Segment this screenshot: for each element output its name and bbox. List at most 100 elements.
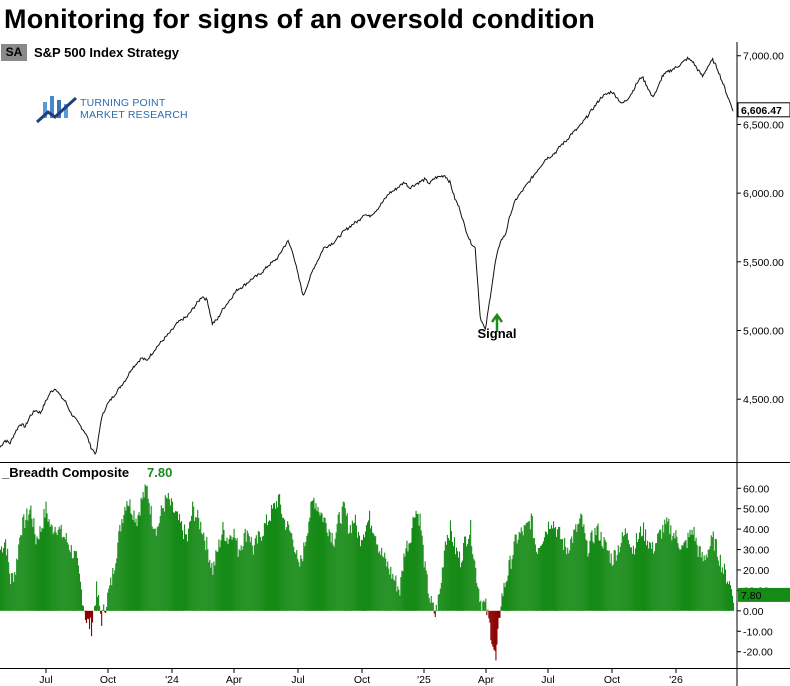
breadth-bar <box>578 523 580 611</box>
breadth-bar <box>389 574 391 611</box>
breadth-bar <box>159 516 161 611</box>
breadth-bar <box>47 521 49 611</box>
breadth-bar <box>647 540 649 611</box>
breadth-bar <box>345 515 347 611</box>
breadth-bar <box>462 560 464 611</box>
breadth-bar <box>7 548 9 611</box>
breadth-bar <box>107 592 109 611</box>
breadth-bar <box>685 539 687 611</box>
breadth-bar <box>549 528 552 611</box>
breadth-bar <box>4 542 6 611</box>
breadth-bar <box>678 547 680 611</box>
breadth-bar <box>265 514 267 611</box>
breadth-bar <box>527 521 529 611</box>
breadth-bar <box>297 559 299 611</box>
breadth-bar <box>176 511 179 611</box>
breadth-bar <box>706 557 708 611</box>
breadth-bar <box>78 573 80 611</box>
breadth-bar <box>153 528 155 611</box>
breadth-bar <box>676 536 678 611</box>
breadth-bar <box>104 610 106 613</box>
breadth-bar <box>394 580 396 611</box>
breadth-bar <box>151 526 153 611</box>
breadth-bar <box>220 540 222 611</box>
breadth-bar <box>263 523 265 611</box>
x-tick-label: Oct <box>100 674 116 686</box>
breadth-bar <box>663 532 665 611</box>
breadth-bar <box>679 550 681 611</box>
breadth-bar <box>282 517 284 611</box>
breadth-bar <box>441 567 443 611</box>
breadth-bar <box>36 536 38 611</box>
breadth-bar <box>5 539 7 611</box>
breadth-bar <box>299 566 301 611</box>
breadth-bar <box>488 610 490 619</box>
breadth-bar <box>641 535 644 611</box>
breadth-bar <box>541 543 543 611</box>
breadth-bar <box>390 566 392 611</box>
breadth-bar <box>143 497 145 611</box>
breadth-bar <box>111 585 113 611</box>
breadth-bar <box>266 525 268 611</box>
breadth-bar <box>190 520 192 611</box>
breadth-bar <box>497 610 499 629</box>
breadth-bar <box>664 519 666 611</box>
breadth-bar <box>423 567 425 611</box>
breadth-bar <box>490 610 492 641</box>
breadth-bar <box>634 548 636 611</box>
breadth-bar <box>369 510 371 611</box>
breadth-bar <box>235 540 237 611</box>
breadth-bar <box>208 562 210 611</box>
breadth-bar <box>500 606 502 611</box>
breadth-bar <box>229 535 231 611</box>
breadth-bar <box>292 539 294 611</box>
breadth-bar <box>272 503 275 611</box>
breadth-bar <box>246 530 248 611</box>
breadth-bar <box>595 535 597 611</box>
breadth-bar <box>149 514 151 611</box>
breadth-bar <box>330 542 332 611</box>
breadth-bar <box>44 517 46 611</box>
breadth-bar <box>79 581 81 611</box>
breadth-bar <box>419 513 421 611</box>
breadth-bar <box>695 537 697 611</box>
breadth-bar <box>554 528 556 611</box>
breadth-bar <box>279 494 281 611</box>
breadth-bar <box>561 539 563 611</box>
breadth-bar <box>602 548 604 611</box>
turning-point-logo-icon <box>36 96 78 124</box>
breadth-bar <box>615 560 617 611</box>
breadth-bar <box>1 546 3 611</box>
breadth-bar <box>621 532 623 611</box>
breadth-bar <box>375 536 377 611</box>
breadth-bar <box>379 551 381 611</box>
breadth-bar <box>258 531 260 611</box>
breadth-bar <box>727 584 729 611</box>
breadth-bar <box>323 517 325 611</box>
breadth-bar <box>191 515 193 611</box>
breadth-bar <box>543 537 545 611</box>
breadth-bar <box>622 536 624 611</box>
breadth-bar <box>608 550 610 611</box>
breadth-bar <box>416 513 418 611</box>
breadth-bar <box>362 534 365 611</box>
breadth-bar <box>707 549 709 611</box>
breadth-bar <box>168 499 170 611</box>
breadth-bar <box>38 539 40 611</box>
breadth-bar <box>216 551 218 611</box>
breadth-bar <box>546 534 549 611</box>
breadth-bar <box>520 527 522 611</box>
breadth-bar <box>682 545 684 611</box>
breadth-bar <box>611 566 613 611</box>
breadth-bar <box>407 551 409 611</box>
x-tick-label: Jul <box>39 674 52 686</box>
breadth-bar <box>448 540 450 611</box>
breadth-bar <box>422 544 424 611</box>
breadth-bar <box>243 533 245 611</box>
x-tick-label: Oct <box>604 674 620 686</box>
breadth-bar <box>393 579 395 611</box>
breadth-bar <box>635 533 637 611</box>
breadth-bar <box>194 521 196 611</box>
breadth-bar <box>651 548 653 611</box>
breadth-bar <box>522 535 524 611</box>
